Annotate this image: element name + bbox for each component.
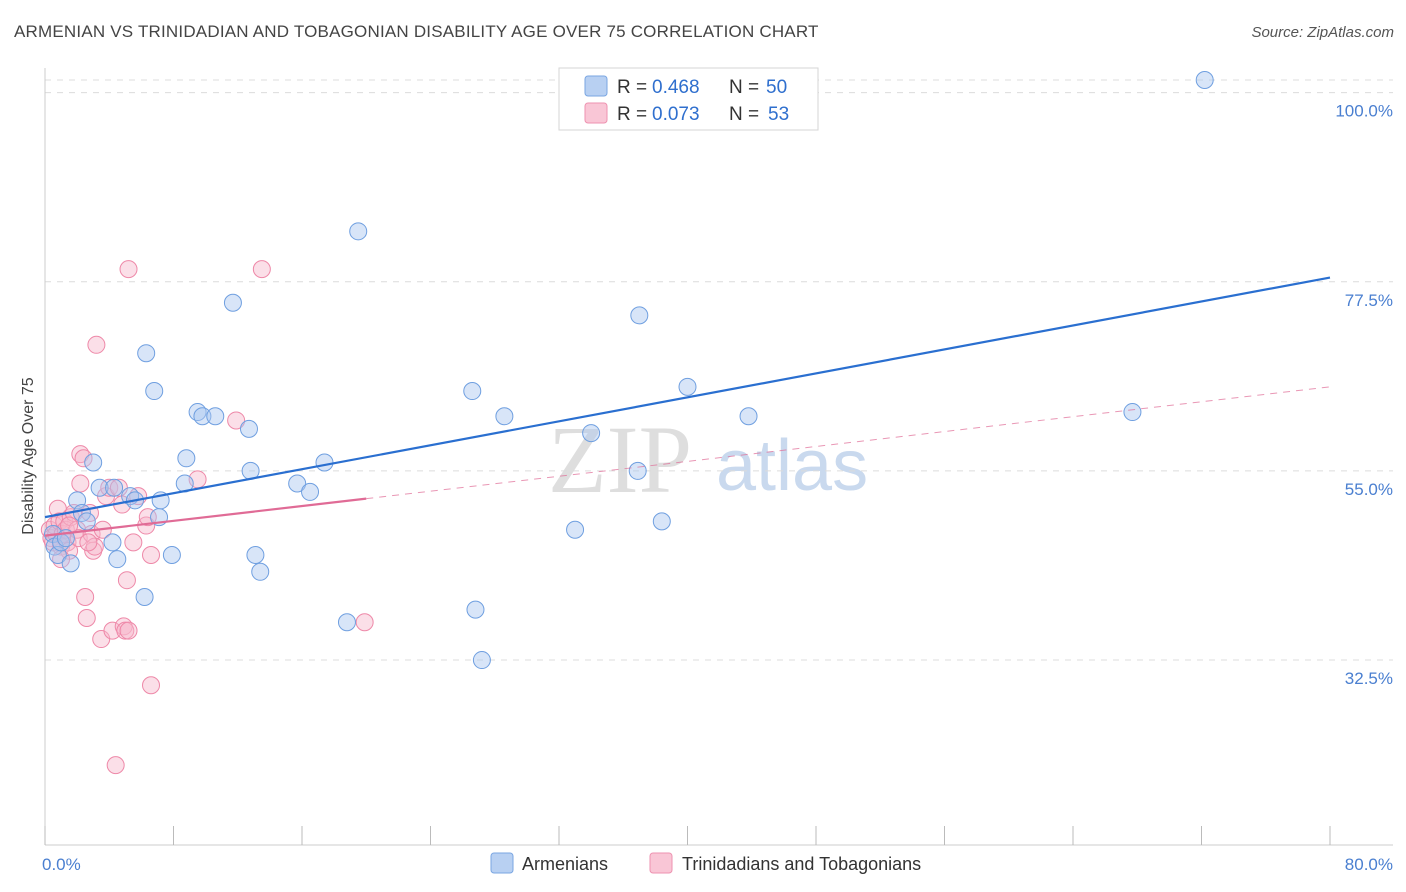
legend-r-value-trinidadians: 0.073 — [652, 104, 700, 125]
armenian-point — [103, 533, 122, 552]
armenian-point — [472, 651, 491, 670]
legend-n-value-armenians: 50 — [766, 77, 787, 98]
legend-r-value-armenians: 0.468 — [652, 77, 700, 98]
axes — [44, 68, 1393, 846]
armenian-trend-line — [44, 276, 1331, 519]
trinidadian-point — [74, 449, 93, 468]
chart-title: ARMENIAN VS TRINIDADIAN AND TOBAGONIAN D… — [14, 22, 819, 41]
trinidadian-point — [119, 260, 138, 279]
trinidadian-point — [87, 335, 106, 354]
armenian-point — [177, 449, 196, 468]
armenian-point — [77, 512, 96, 531]
x-tick-label-max: 80.0% — [1345, 855, 1393, 874]
armenian-point — [349, 222, 368, 241]
armenian-point — [1195, 71, 1214, 89]
y-axis-label: Disability Age Over 75 — [20, 377, 37, 535]
y-tick-label: 32.5% — [1345, 669, 1393, 688]
trinidadian-point — [77, 609, 96, 628]
trend-lines — [44, 276, 1331, 537]
trinidadian-trend-extension — [366, 386, 1331, 500]
legend-n-label-trinidadians: N = — [729, 104, 759, 125]
bottom-legend-label-armenians: Armenians — [522, 854, 608, 874]
legend-r-label-trinidadians: R = — [617, 104, 647, 125]
trinidadian-point — [124, 533, 143, 552]
trinidadian-point — [142, 676, 161, 695]
armenian-point — [162, 545, 181, 564]
armenian-point — [1123, 403, 1142, 422]
y-tick-label: 77.5% — [1345, 291, 1393, 310]
trinidadian-point — [106, 756, 125, 775]
bottom-legend-label-trinidadians: Trinidadians and Tobagonians — [682, 854, 921, 874]
armenian-point — [495, 407, 514, 426]
armenian-point — [337, 613, 356, 632]
y-tick-labels: 32.5% 55.0% 77.5% 100.0% — [1335, 102, 1393, 688]
trinidadian-point — [355, 613, 374, 632]
armenian-points — [44, 71, 1214, 670]
trinidadian-point — [227, 411, 246, 430]
legend-r-label-armenians: R = — [617, 77, 647, 98]
legend-n-label-armenians: N = — [729, 77, 759, 98]
armenian-point — [108, 550, 127, 569]
legend-n-value-trinidadians: 53 — [768, 104, 789, 125]
trinidadian-point — [71, 474, 90, 493]
armenian-point — [135, 588, 154, 607]
trinidadian-point — [79, 533, 98, 552]
trinidadian-trend-line — [44, 497, 367, 537]
series-legend: Armenians Trinidadians and Tobagonians — [490, 852, 921, 874]
x-tick-label-min: 0.0% — [42, 855, 81, 874]
source-credit: Source: ZipAtlas.com — [1251, 24, 1394, 41]
trinidadian-point — [117, 571, 136, 590]
gridlines — [45, 79, 1393, 661]
armenian-point — [137, 344, 156, 363]
trinidadian-point — [100, 478, 119, 497]
armenian-point — [582, 424, 601, 443]
armenian-point — [193, 407, 212, 426]
armenian-point — [566, 520, 585, 539]
armenian-point — [90, 478, 109, 497]
armenian-point — [84, 453, 103, 472]
armenian-point — [288, 474, 307, 493]
x-ticks — [44, 826, 1331, 845]
armenian-point — [61, 554, 80, 573]
armenian-point — [628, 461, 647, 480]
correlation-legend: R = 0.468 N = 50 R = 0.073 N = 53 — [558, 67, 819, 131]
armenian-point — [239, 419, 258, 438]
watermark-atlas: atlas — [716, 426, 868, 506]
armenian-point — [466, 600, 485, 619]
trinidadian-point — [142, 545, 161, 564]
trinidadian-point — [103, 621, 122, 640]
armenian-point — [246, 545, 265, 564]
trinidadian-point — [119, 621, 138, 640]
armenian-point — [145, 382, 164, 401]
y-tick-label: 100.0% — [1335, 102, 1393, 121]
armenian-point — [678, 377, 697, 396]
trinidadian-point — [76, 588, 95, 607]
armenian-point — [251, 562, 270, 581]
armenian-point — [652, 512, 671, 531]
watermark-zip: ZIP — [548, 406, 692, 513]
trinidadian-point — [252, 260, 271, 279]
armenian-point — [223, 293, 242, 312]
watermark: ZIP atlas — [548, 406, 868, 513]
armenian-point — [739, 407, 758, 426]
y-tick-label: 55.0% — [1345, 480, 1393, 499]
bottom-legend-swatch-trinidadians — [649, 852, 673, 874]
armenian-point — [206, 407, 225, 426]
armenian-point — [463, 382, 482, 401]
legend-swatch-armenians — [584, 75, 608, 97]
armenian-point — [630, 306, 649, 325]
armenian-point — [315, 453, 334, 472]
legend-swatch-trinidadians — [584, 102, 608, 124]
armenian-point — [301, 482, 320, 501]
armenian-point — [105, 478, 124, 497]
bottom-legend-swatch-armenians — [490, 852, 514, 874]
